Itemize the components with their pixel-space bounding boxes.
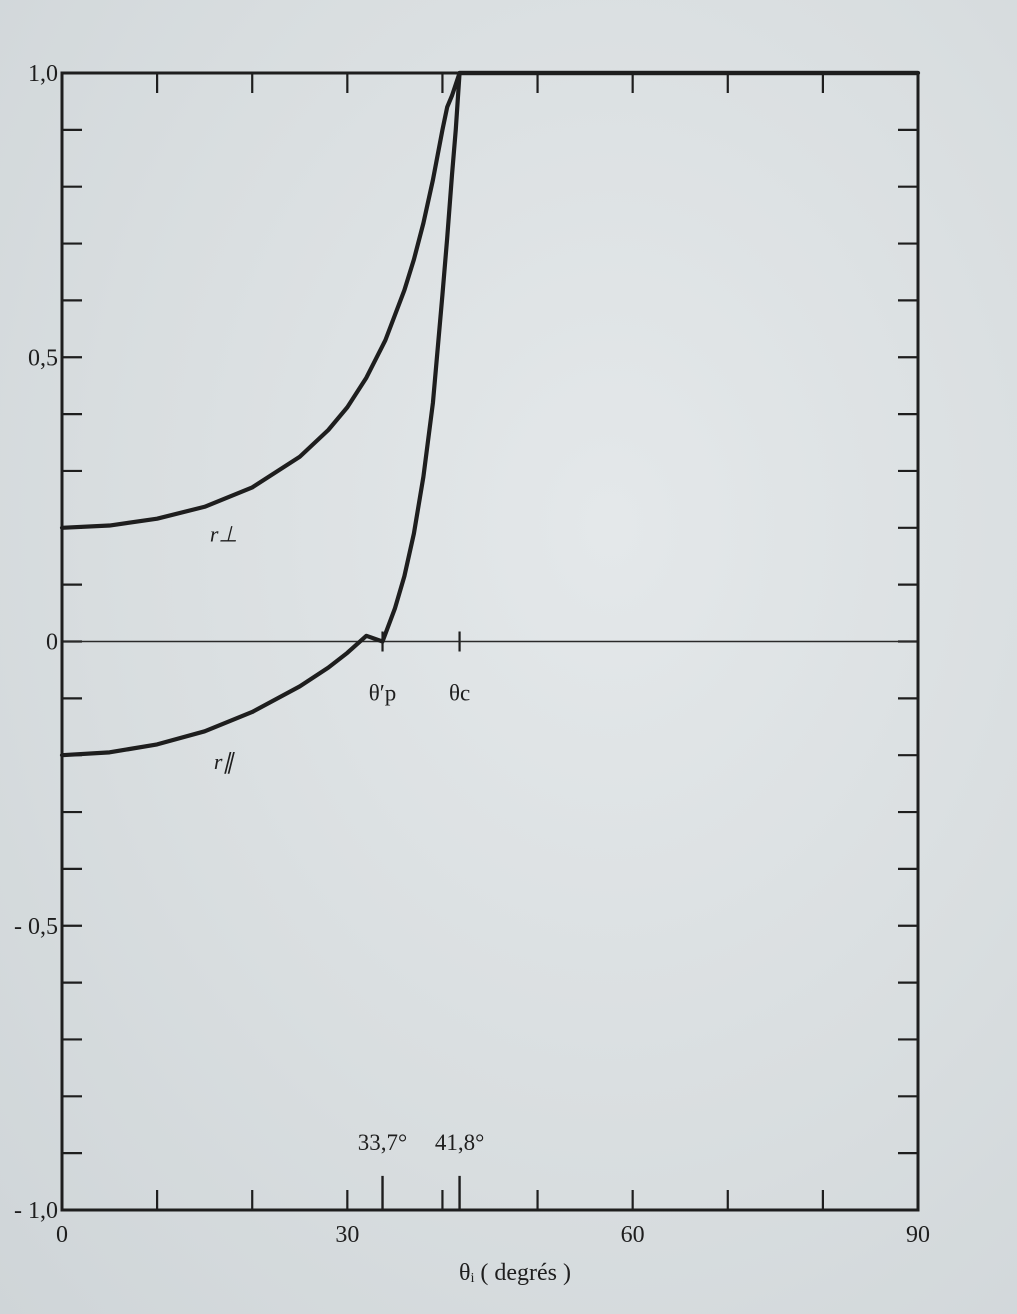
curve-label-1: r∥ bbox=[214, 749, 236, 774]
y-tick-label-1: 0,5 bbox=[28, 345, 58, 371]
annotation-2: 33,7° bbox=[358, 1130, 407, 1155]
x-axis-label: θᵢ ( degrés ) bbox=[459, 1260, 571, 1286]
y-tick-label-3: - 0,5 bbox=[14, 914, 58, 940]
y-tick-label-2: 0 bbox=[46, 630, 58, 656]
x-tick-label-1: 30 bbox=[335, 1222, 359, 1248]
plot-frame bbox=[60, 71, 920, 1212]
curves bbox=[59, 70, 921, 758]
y-tick-label-4: - 1,0 bbox=[14, 1198, 58, 1224]
labels: 0 30 60 90 1,0 0,5 0 - 0,5 - 1,0 θᵢ ( degrés ) r⊥ r… bbox=[14, 61, 930, 1286]
x-tick-label-0: 0 bbox=[56, 1222, 68, 1248]
x-tick-label-2: 60 bbox=[621, 1222, 645, 1248]
series-line-0 bbox=[59, 70, 921, 530]
annotation-3: 41,8° bbox=[435, 1130, 484, 1155]
annotation-0: θ′p bbox=[369, 681, 397, 706]
series-line-1 bbox=[59, 70, 921, 758]
x-tick-label-3: 90 bbox=[906, 1222, 930, 1248]
curve-label-0: r⊥ bbox=[210, 521, 238, 546]
annotation-1: θc bbox=[449, 681, 470, 706]
y-tick-label-0: 1,0 bbox=[28, 61, 58, 87]
